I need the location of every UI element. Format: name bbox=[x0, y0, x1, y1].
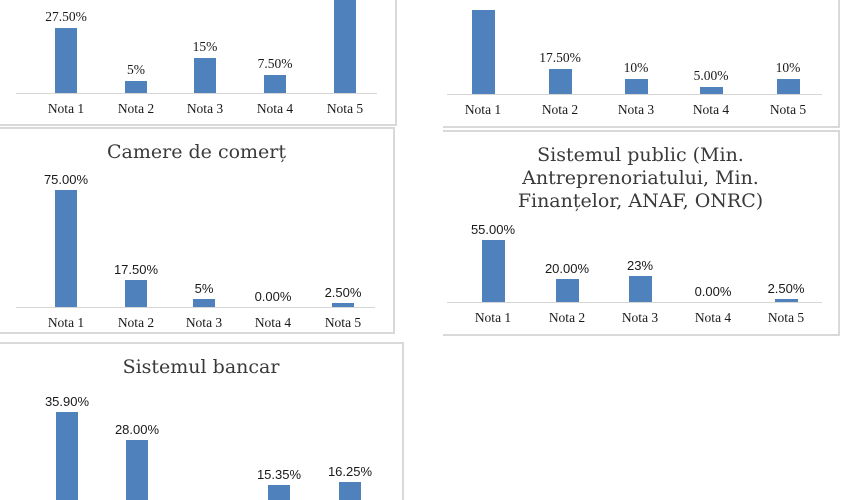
category-label: Nota 5 bbox=[324, 315, 362, 330]
category-label: Nota 1 bbox=[47, 101, 85, 116]
x-axis-line bbox=[447, 302, 822, 303]
bar-nota-2 bbox=[555, 279, 579, 302]
category-label: Nota 4 bbox=[256, 101, 294, 116]
category-label: Nota 2 bbox=[548, 310, 586, 325]
x-axis-line bbox=[16, 93, 377, 94]
category-label: Nota 2 bbox=[541, 102, 579, 117]
bar-nota-1 bbox=[56, 412, 78, 500]
bar-nota-4 bbox=[268, 485, 290, 500]
value-label: 55.00% bbox=[470, 221, 516, 237]
category-label: Nota 5 bbox=[769, 102, 807, 117]
value-label: 35.90% bbox=[44, 394, 90, 409]
bar-nota-2 bbox=[126, 440, 148, 500]
value-label: 17.50% bbox=[113, 261, 159, 277]
category-label: Nota 1 bbox=[47, 315, 85, 330]
category-label: Nota 3 bbox=[186, 101, 224, 116]
bar-nota-2 bbox=[125, 81, 147, 93]
bar-nota-1 bbox=[481, 239, 505, 302]
category-label: Nota 5 bbox=[326, 101, 364, 116]
value-label: 15.35% bbox=[256, 467, 302, 483]
value-label: 7.50% bbox=[257, 56, 293, 72]
bar-nota-5 bbox=[339, 482, 361, 500]
category-label: Nota 1 bbox=[464, 102, 502, 117]
value-label: 5% bbox=[194, 281, 214, 297]
x-axis-line bbox=[447, 94, 822, 95]
category-label: Nota 4 bbox=[694, 310, 732, 325]
value-label: 10% bbox=[623, 60, 649, 76]
value-label: 2.50% bbox=[324, 285, 362, 301]
bar-nota-5 bbox=[774, 299, 798, 302]
bar-nota-2 bbox=[548, 68, 572, 94]
bar-nota-1 bbox=[471, 10, 495, 94]
chart-panel-top-left: 27.50% Nota 1 5% Nota 2 15% Nota 3 7.50% Nota 4… bbox=[0, 0, 397, 126]
chart-panel-sistemul-public: Sistemul public (Min. Antreprenoriatului… bbox=[443, 130, 840, 336]
value-label: 10% bbox=[775, 60, 801, 76]
value-label: 20.00% bbox=[544, 261, 590, 277]
category-label: Nota 3 bbox=[185, 315, 223, 330]
category-label: Nota 1 bbox=[474, 310, 512, 325]
value-label: 0.00% bbox=[254, 289, 292, 304]
category-label: Nota 3 bbox=[617, 102, 655, 117]
bar-nota-3 bbox=[193, 299, 215, 307]
bar-nota-4 bbox=[699, 86, 723, 94]
bar-nota-3 bbox=[194, 57, 216, 93]
chart-title: Camere de comerț bbox=[107, 141, 286, 163]
value-label: 2.50% bbox=[767, 281, 805, 297]
chart-title: Sistemul public (Min. Antreprenoriatului… bbox=[517, 144, 764, 212]
chart-panel-camere-de-comert: Camere de comerț 75.00% Nota 1 17.50% Nota … bbox=[0, 127, 395, 334]
value-label: 28.00% bbox=[114, 422, 160, 438]
bar-nota-2 bbox=[125, 279, 147, 307]
value-label: 17.50% bbox=[539, 49, 581, 65]
category-label: Nota 2 bbox=[117, 315, 155, 330]
bar-nota-5 bbox=[332, 303, 354, 307]
chart-panel-top-right: Nota 1 17.50% Nota 2 10% Nota 3 5.00% Nota 4 10… bbox=[443, 0, 840, 128]
category-label: Nota 3 bbox=[621, 310, 659, 325]
value-label: 5% bbox=[127, 62, 145, 78]
bar-nota-4 bbox=[264, 75, 286, 93]
chart-panel-sistemul-bancar: Sistemul bancar 35.90% 28.00% 15.35% 16.25% bbox=[0, 342, 404, 500]
bar-nota-3 bbox=[624, 79, 648, 94]
bar-nota-5 bbox=[334, 0, 356, 93]
bar-nota-1 bbox=[55, 190, 77, 307]
value-label: 16.25% bbox=[327, 464, 373, 480]
bar-nota-1 bbox=[55, 28, 77, 93]
x-axis-line bbox=[16, 307, 375, 308]
category-label: Nota 5 bbox=[767, 310, 805, 325]
value-label: 15% bbox=[192, 38, 218, 54]
category-label: Nota 4 bbox=[254, 315, 292, 330]
value-label: 5.00% bbox=[693, 67, 729, 83]
value-label: 23% bbox=[626, 258, 654, 273]
value-label: 0.00% bbox=[694, 284, 732, 299]
category-label: Nota 4 bbox=[692, 102, 730, 117]
bar-nota-5 bbox=[776, 79, 800, 94]
value-label: 75.00% bbox=[43, 172, 89, 187]
category-label: Nota 2 bbox=[117, 101, 155, 116]
value-label: 27.50% bbox=[45, 9, 87, 25]
bar-nota-3 bbox=[628, 276, 652, 302]
chart-title: Sistemul bancar bbox=[122, 356, 280, 378]
